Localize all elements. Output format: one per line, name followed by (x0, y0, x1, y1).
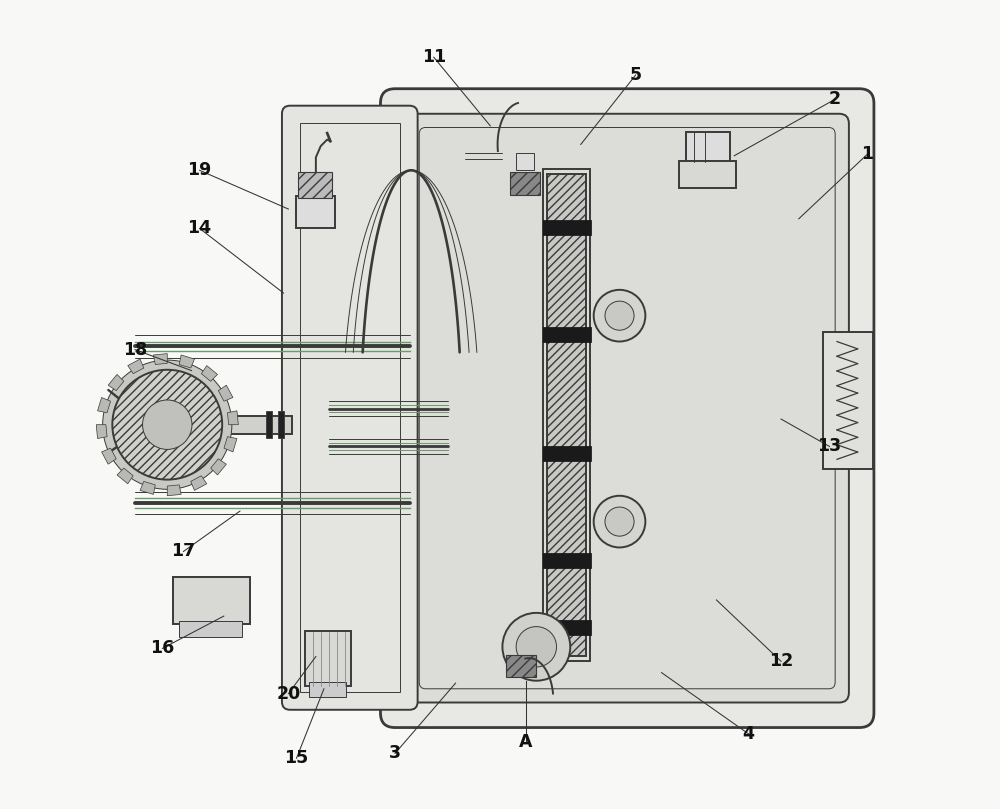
FancyBboxPatch shape (380, 89, 874, 727)
Polygon shape (117, 468, 133, 484)
Bar (686, 132, 730, 163)
Polygon shape (224, 437, 237, 452)
Text: 12: 12 (769, 652, 793, 671)
Circle shape (103, 360, 232, 489)
Bar (679, 161, 736, 188)
Bar (543, 553, 591, 568)
Text: 20: 20 (276, 684, 301, 703)
Bar (179, 621, 242, 637)
Polygon shape (218, 385, 233, 401)
Circle shape (605, 507, 634, 536)
Bar (823, 332, 873, 469)
Bar (543, 621, 591, 635)
Bar (309, 682, 346, 697)
Circle shape (594, 290, 645, 341)
Polygon shape (179, 355, 194, 368)
Bar (278, 411, 284, 438)
Bar (298, 172, 332, 197)
Polygon shape (140, 481, 155, 494)
Bar (266, 411, 272, 438)
Bar (300, 124, 400, 692)
Circle shape (516, 627, 557, 667)
Bar (516, 153, 534, 170)
Text: 14: 14 (188, 219, 212, 237)
Circle shape (143, 400, 192, 450)
Text: 17: 17 (171, 543, 195, 561)
Polygon shape (102, 448, 116, 464)
Polygon shape (128, 359, 144, 374)
Bar (543, 327, 591, 341)
Bar (305, 631, 351, 685)
Polygon shape (96, 425, 107, 438)
Bar (510, 172, 540, 194)
Text: 11: 11 (422, 49, 446, 66)
Bar (506, 654, 536, 677)
Text: 1: 1 (861, 145, 874, 163)
Text: 5: 5 (630, 66, 642, 84)
Circle shape (605, 301, 634, 330)
Bar (543, 169, 590, 660)
Text: 3: 3 (389, 744, 401, 762)
Bar (296, 196, 335, 228)
Text: 16: 16 (150, 639, 175, 658)
Text: 18: 18 (123, 341, 147, 358)
Polygon shape (227, 411, 238, 425)
Text: 15: 15 (284, 749, 309, 767)
FancyBboxPatch shape (282, 106, 418, 709)
Circle shape (594, 496, 645, 548)
Bar (547, 173, 586, 656)
Polygon shape (191, 476, 207, 490)
Text: A: A (519, 733, 533, 751)
Polygon shape (98, 397, 111, 413)
Text: 19: 19 (187, 161, 212, 180)
Polygon shape (167, 485, 181, 496)
Text: 2: 2 (829, 91, 841, 108)
Text: 13: 13 (817, 438, 842, 455)
Bar (543, 220, 591, 235)
Polygon shape (211, 459, 226, 475)
Polygon shape (108, 375, 124, 391)
Circle shape (112, 370, 222, 480)
Polygon shape (153, 354, 167, 365)
Bar (173, 578, 250, 625)
Bar (224, 416, 292, 434)
Circle shape (502, 613, 570, 680)
Polygon shape (201, 366, 218, 381)
FancyBboxPatch shape (406, 114, 849, 702)
Text: 4: 4 (743, 725, 755, 743)
Bar (543, 447, 591, 461)
